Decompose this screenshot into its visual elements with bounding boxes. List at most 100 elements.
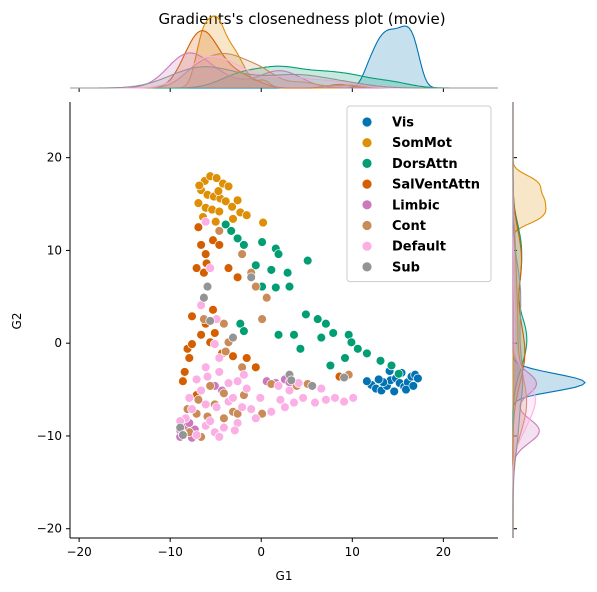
point-dorsattn	[301, 309, 311, 320]
point-dorsattn	[325, 360, 336, 371]
point-default	[251, 413, 261, 424]
point-default	[196, 385, 206, 396]
point-salventattn	[228, 351, 238, 361]
point-default	[184, 393, 195, 403]
point-dorsattn	[328, 328, 338, 338]
point-dorsattn	[251, 260, 261, 271]
point-dorsattn	[393, 369, 404, 379]
point-default	[200, 399, 211, 410]
point-salventattn	[200, 249, 211, 259]
point-cont	[257, 408, 267, 419]
top-kde-fill-default	[60, 56, 499, 88]
point-dorsattn	[375, 356, 386, 366]
point-dorsattn	[226, 226, 236, 236]
point-dorsattn	[273, 249, 284, 259]
right-kde-fill-cont	[513, 102, 527, 538]
point-default	[255, 393, 266, 403]
point-sub	[246, 272, 256, 283]
point-sommot	[213, 186, 224, 196]
point-default	[214, 367, 225, 377]
point-default	[321, 395, 331, 405]
point-sommot	[232, 195, 243, 206]
point-vis	[362, 376, 372, 386]
point-default	[266, 407, 277, 417]
point-vis	[373, 374, 384, 385]
y-tick-label: 0	[54, 336, 62, 350]
point-salventattn	[251, 362, 261, 373]
point-default	[202, 371, 213, 382]
point-default	[223, 378, 234, 388]
top-kde-line-sub	[70, 66, 498, 89]
point-default	[205, 263, 215, 273]
point-salventattn	[179, 367, 190, 377]
top-kde-fill-limbic	[60, 52, 499, 88]
top-kde-fill-sub	[60, 66, 499, 88]
x-tick-label: 0	[257, 545, 265, 559]
point-sommot	[194, 180, 205, 191]
point-dorsattn	[220, 219, 231, 230]
top-kde-fill-vis	[60, 26, 499, 88]
point-dorsattn	[266, 265, 277, 275]
point-salventattn	[196, 240, 206, 250]
point-dorsattn	[271, 282, 281, 293]
point-salventattn	[184, 353, 195, 363]
point-default	[289, 397, 299, 408]
point-dorsattn	[321, 318, 331, 329]
point-sommot	[223, 181, 234, 192]
point-sommot	[258, 217, 268, 228]
legend-label-sub: Sub	[392, 260, 420, 275]
point-dorsattn	[232, 233, 243, 244]
point-sommot	[241, 210, 252, 220]
point-sommot	[214, 206, 225, 217]
y-tick-label: −10	[37, 429, 62, 443]
legend-marker-dorsattn	[362, 158, 372, 168]
point-default	[246, 404, 256, 414]
legend-marker-default	[362, 241, 372, 251]
legend-frame	[346, 105, 492, 283]
main-axes: −20 −10 0 10 20 −20 −10 0 10 20	[37, 102, 498, 559]
legend-marker-sub	[362, 262, 372, 272]
right-kde-fill-salventattn	[513, 102, 525, 538]
point-sommot	[211, 173, 222, 183]
y-tick-label: −20	[37, 522, 62, 536]
point-sub	[202, 281, 213, 292]
point-dorsattn	[316, 332, 327, 343]
y-tick-label: 10	[47, 243, 62, 257]
right-kde-fill-limbic	[513, 102, 540, 538]
x-axis-label: G1	[276, 569, 293, 583]
point-default	[241, 383, 252, 394]
right-kde-line-sub	[512, 102, 524, 538]
top-kde-fill-cont	[60, 53, 499, 88]
point-dorsattn	[273, 330, 284, 340]
y-tick-label: 20	[47, 151, 62, 165]
legend-label-salventattn: SalVentAttn	[392, 178, 480, 193]
point-cont	[205, 381, 215, 391]
point-cont	[257, 314, 267, 324]
point-salventattn	[196, 330, 206, 340]
x-axis: −20 −10 0 10 20	[66, 537, 498, 559]
point-default	[187, 404, 197, 414]
point-cont	[219, 388, 229, 399]
point-cont	[251, 281, 261, 292]
point-default	[348, 393, 358, 403]
legend-marker-vis	[362, 117, 372, 127]
point-salventattn	[223, 263, 234, 273]
point-salventattn	[208, 305, 218, 315]
point-sub	[286, 375, 297, 386]
point-cont	[193, 395, 204, 405]
point-sommot	[210, 216, 221, 227]
point-salventattn	[214, 240, 225, 250]
point-vis	[408, 381, 419, 391]
point-dorsattn	[312, 314, 323, 324]
point-default	[211, 402, 222, 412]
legend-label-limbic: Limbic	[392, 198, 440, 213]
point-sommot	[220, 196, 231, 207]
legend-marker-sommot	[362, 138, 372, 148]
point-dorsattn	[346, 337, 357, 348]
point-dorsattn	[362, 348, 372, 359]
x-tick-label: 20	[436, 545, 451, 559]
legend-label-default: Default	[392, 240, 446, 255]
point-vis	[389, 386, 399, 397]
point-default	[239, 369, 249, 380]
